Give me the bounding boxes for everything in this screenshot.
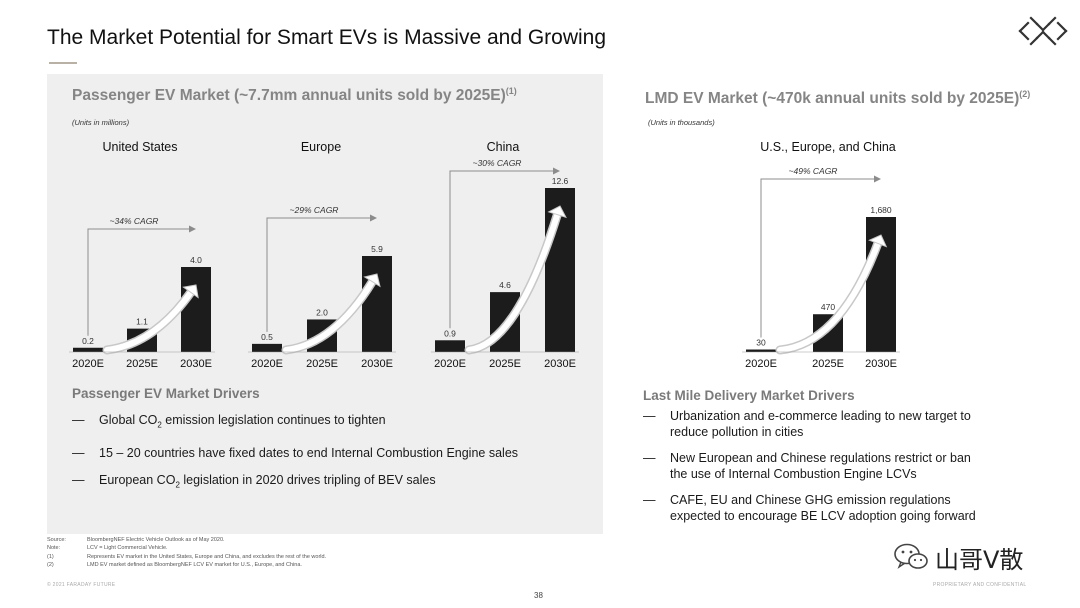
- category-label: 2020E: [72, 358, 104, 370]
- growth-arrow: [775, 234, 888, 355]
- bar-2030e: [181, 267, 211, 352]
- lmd-units-note: (Units in thousands): [648, 118, 715, 127]
- value-label: 12.6: [552, 176, 569, 186]
- category-label: 2025E: [126, 358, 158, 370]
- footnote-row: Source: BloombergNEF Electric Vehicle Out…: [47, 537, 225, 543]
- copyright: © 2021 FARADAY FUTURE: [47, 582, 116, 588]
- passenger-driver-item: — Global CO2 emission legislation continu…: [72, 413, 386, 430]
- lmd-drivers-title: Last Mile Delivery Market Drivers: [643, 388, 855, 403]
- cagr-bracket: [87, 225, 196, 336]
- category-label: 2025E: [489, 358, 521, 370]
- lmd-ev-heading: LMD EV Market (~470k annual units sold b…: [645, 89, 1031, 108]
- bar-2030e: [362, 256, 392, 352]
- slide-title: The Market Potential for Smart EVs is Ma…: [47, 26, 607, 49]
- category-label: 2030E: [865, 358, 897, 370]
- passenger-units-note: (Units in millions): [72, 118, 130, 127]
- cagr-bracket: [449, 167, 560, 329]
- value-label: 1,680: [870, 205, 892, 215]
- category-label: 2025E: [306, 358, 338, 370]
- faraday-future-logo-icon: [1018, 16, 1068, 46]
- bar-2020e: [252, 343, 282, 352]
- passenger-ev-heading: Passenger EV Market (~7.7mm annual units…: [72, 86, 517, 105]
- category-label: 2030E: [180, 358, 212, 370]
- wechat-icon: [894, 543, 928, 569]
- lmd-ev-chart: U.S., Europe, and China 30 2020E 470 2025E 1,…: [742, 140, 900, 370]
- footnotes: Source: BloombergNEF Electric Vehicle Out…: [47, 536, 326, 569]
- chart-title: U.S., Europe, and China: [760, 140, 896, 154]
- passenger-driver-item: —15 – 20 countries have fixed dates to e…: [72, 445, 519, 460]
- chart-title: China: [487, 140, 520, 154]
- growth-arrow: [464, 205, 567, 355]
- lmd-drivers-list: — Urbanization and e-commerce leading to …: [643, 408, 1043, 524]
- value-label: 0.9: [444, 328, 456, 338]
- bar-2020e: [435, 340, 465, 352]
- category-label: 2030E: [361, 358, 393, 370]
- lmd-driver-item: — Urbanization and e-commerce leading to …: [643, 409, 971, 439]
- category-label: 2020E: [745, 358, 777, 370]
- value-label: 4.0: [190, 255, 202, 265]
- cagr-label: ~30% CAGR: [473, 158, 522, 168]
- title-underline: [49, 62, 77, 64]
- us-ev-chart: United States 0.2 2020E 1.1 2025E 4.0 2030E ~34…: [69, 140, 215, 370]
- growth-arrow: [281, 273, 381, 355]
- value-label: 470: [821, 302, 835, 312]
- category-label: 2025E: [812, 358, 844, 370]
- footnote-row: (2) LMD EV market defined as BloombergNEF…: [47, 561, 302, 568]
- footnote-row: (1) Represents EV market in the United St…: [47, 553, 327, 560]
- lmd-driver-item: — New European and Chinese regulations re…: [643, 451, 971, 481]
- cagr-label: ~49% CAGR: [789, 166, 838, 176]
- china-ev-chart: China 0.9 2020E 4.6 2025E 12.6 2030E ~30% CAGR: [431, 140, 579, 370]
- bar-2020e: [746, 349, 776, 352]
- value-label: 5.9: [371, 244, 383, 254]
- value-label: 0.2: [82, 336, 94, 346]
- category-label: 2020E: [434, 358, 466, 370]
- cagr-label: ~34% CAGR: [110, 216, 159, 226]
- value-label: 2.0: [316, 307, 328, 317]
- cagr-bracket: [760, 175, 881, 338]
- proprietary-notice: PROPRIETARY AND CONFIDENTIAL: [933, 582, 1027, 588]
- bar-2020e: [73, 347, 103, 352]
- cagr-bracket: [266, 214, 377, 332]
- growth-arrow: [102, 284, 199, 355]
- value-label: 1.1: [136, 317, 148, 327]
- passenger-drivers-list: — Global CO2 emission legislation continu…: [72, 412, 592, 493]
- chart-title: Europe: [301, 140, 341, 154]
- lmd-driver-item: — CAFE, EU and Chinese GHG emission regul…: [643, 493, 976, 523]
- footnote-row: Note: LCV = Light Commercial Vehicle.: [47, 545, 168, 552]
- value-label: 4.6: [499, 280, 511, 290]
- watermark-text: 山哥V散: [935, 545, 1024, 574]
- passenger-driver-item: — European CO2 legislation in 2020 drives…: [72, 472, 436, 490]
- page-number: 38: [534, 591, 543, 600]
- cagr-label: ~29% CAGR: [290, 205, 339, 215]
- category-label: 2030E: [544, 358, 576, 370]
- value-label: 0.5: [261, 332, 273, 342]
- watermark: 山哥V散: [893, 540, 1023, 574]
- europe-ev-chart: Europe 0.5 2020E 2.0 2025E 5.9 2030E ~29% CAGR: [248, 140, 396, 370]
- value-label: 30: [756, 338, 766, 348]
- passenger-drivers-title: Passenger EV Market Drivers: [72, 386, 260, 401]
- chart-title: United States: [102, 140, 177, 154]
- category-label: 2020E: [251, 358, 283, 370]
